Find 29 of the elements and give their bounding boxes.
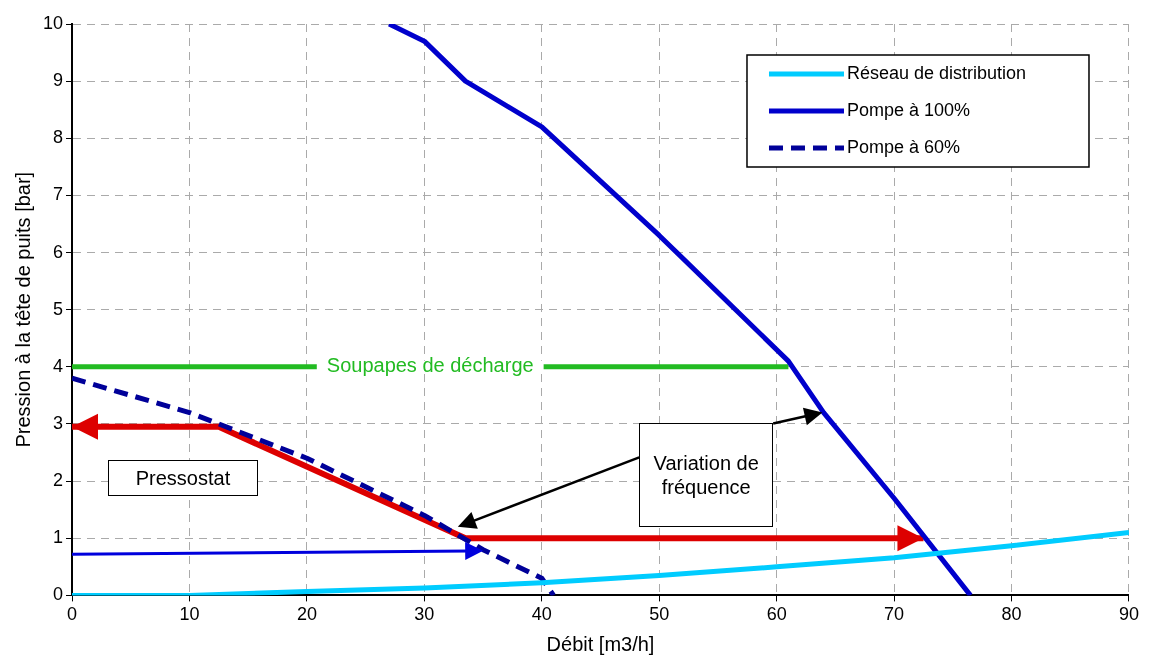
y-tick-label: 10: [42, 12, 64, 33]
y-tick-label: 1: [53, 527, 64, 548]
y-axis-title: Pression à la tête de puits [bar]: [11, 171, 34, 448]
y-tick-label: 4: [53, 355, 64, 376]
x-tick-label: 60: [766, 604, 787, 625]
x-tick-label: 70: [884, 604, 905, 625]
y-tick-label: 0: [53, 584, 64, 605]
x-tick-label: 20: [296, 604, 317, 625]
text-box: Pressostat: [108, 460, 258, 497]
x-axis-title: Débit [m3/h]: [546, 632, 655, 655]
legend-label: Pompe à 100%: [846, 99, 971, 120]
x-tick-label: 80: [1001, 604, 1022, 625]
x-tick-label: 10: [179, 604, 200, 625]
x-tick-label: 50: [649, 604, 670, 625]
x-tick-label: 0: [67, 604, 78, 625]
legend-label: Réseau de distribution: [846, 62, 1027, 83]
y-tick-label: 8: [53, 127, 64, 148]
legend-label: Pompe à 60%: [846, 136, 961, 157]
y-tick-label: 6: [53, 241, 64, 262]
x-tick-label: 40: [531, 604, 552, 625]
text-box: Variation de fréquence: [639, 423, 774, 528]
y-tick-label: 7: [53, 184, 64, 205]
x-tick-label: 30: [414, 604, 435, 625]
x-tick-label: 90: [1118, 604, 1139, 625]
series-label: Soupapes de décharge: [326, 354, 534, 377]
y-tick-label: 9: [53, 70, 64, 91]
y-tick-label: 5: [53, 298, 64, 319]
y-tick-label: 2: [53, 470, 64, 491]
y-tick-label: 3: [53, 412, 64, 433]
